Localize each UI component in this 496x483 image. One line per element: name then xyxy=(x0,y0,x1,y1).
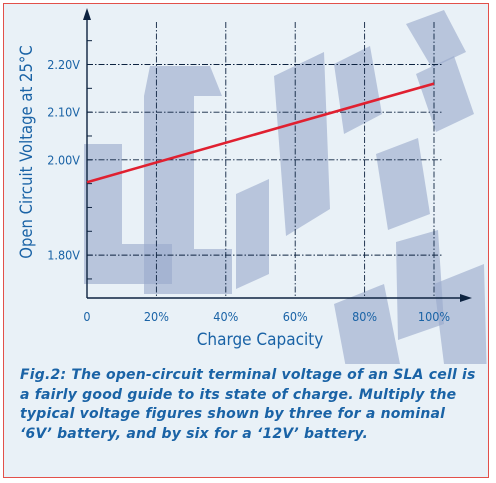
x-tick-label-1: 20% xyxy=(144,309,169,324)
x-tick-label-3: 60% xyxy=(283,309,308,324)
watermark-shape-3 xyxy=(274,52,330,236)
chart-series xyxy=(86,82,435,184)
voltage-line xyxy=(86,82,435,184)
y-tick-label-3: 2.20V xyxy=(47,57,80,72)
watermark-shape-4 xyxy=(334,46,382,134)
figure-caption: Fig.2: The open-circuit terminal voltage… xyxy=(20,367,476,442)
watermark-shape-1 xyxy=(144,66,232,294)
y-axis-ticks: 1.80V 2.00V 2.10V 2.20V xyxy=(47,57,80,263)
chart-grid xyxy=(87,22,442,298)
watermark-logo xyxy=(84,10,487,364)
x-axis-label: Charge Capacity xyxy=(197,330,324,350)
watermark-shape-7 xyxy=(376,138,430,230)
x-axis-ticks: 0 20% 40% 60% 80% 100% xyxy=(83,309,450,324)
y-tick-label-2: 2.10V xyxy=(47,105,80,120)
y-tick-label-1: 2.00V xyxy=(47,152,80,167)
voltage-chart: 0 20% 40% 60% 80% 100% 1.80V 2.00V 2.10V 2.20V C… xyxy=(17,8,487,364)
y-axis-label: Open Circuit Voltage at 25°C xyxy=(17,45,36,258)
x-axis-arrow-icon xyxy=(460,294,472,302)
x-tick-label-4: 80% xyxy=(352,309,377,324)
watermark-shape-8 xyxy=(396,230,444,340)
x-tick-label-0: 0 xyxy=(83,309,90,324)
watermark-shape-9 xyxy=(334,284,400,364)
x-tick-label-5: 100% xyxy=(418,309,450,324)
y-tick-label-0: 1.80V xyxy=(47,248,80,263)
watermark-shape-2 xyxy=(236,179,269,289)
chart-axes xyxy=(83,8,472,302)
watermark-shape-6 xyxy=(416,56,474,132)
figure-panel: 0 20% 40% 60% 80% 100% 1.80V 2.00V 2.10V 2.20V C… xyxy=(3,3,489,478)
watermark-shape-10 xyxy=(434,264,487,364)
x-tick-label-2: 40% xyxy=(213,309,238,324)
watermark-shape-5 xyxy=(406,10,466,68)
y-axis-arrow-icon xyxy=(83,8,91,20)
